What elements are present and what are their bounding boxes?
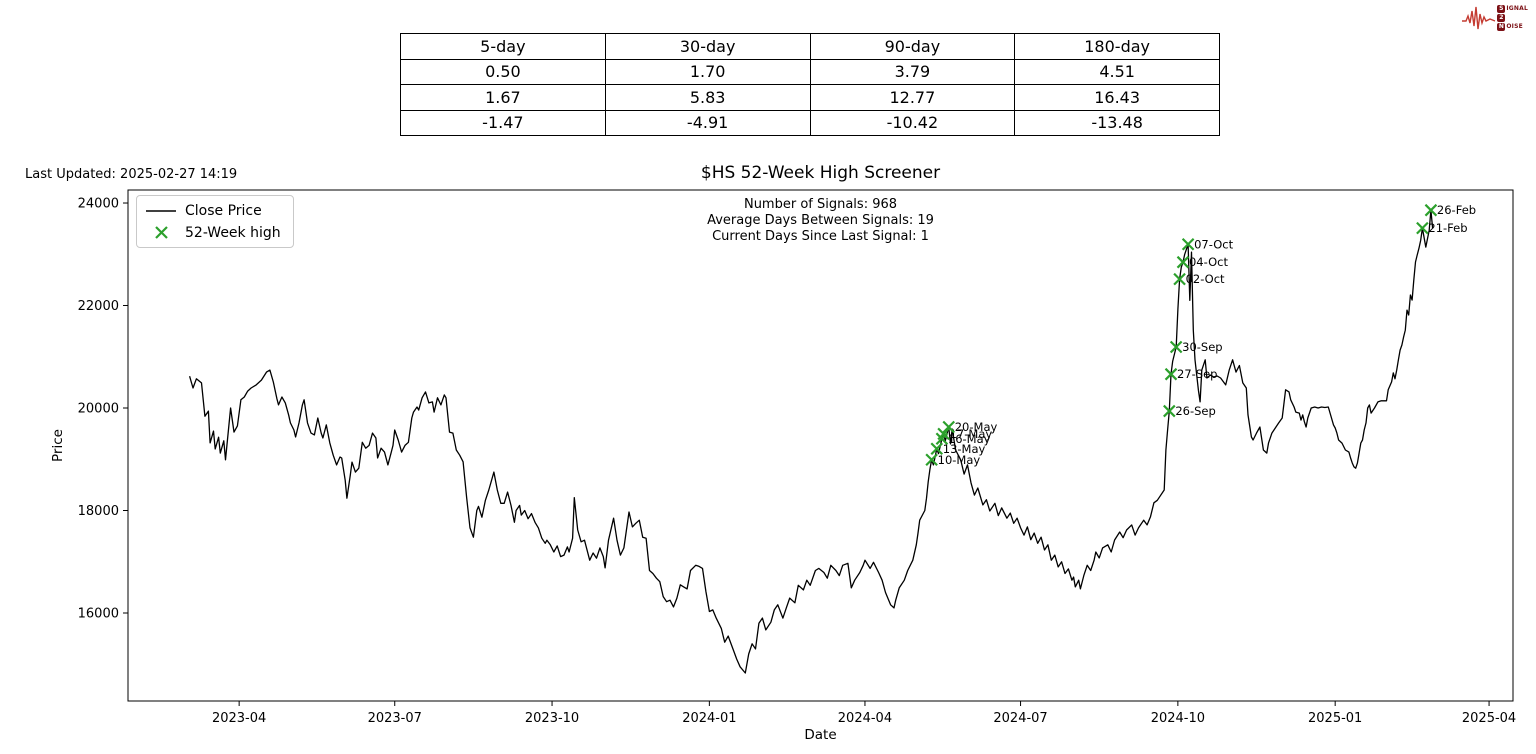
logo-badge-n: N [1497,23,1506,31]
table-header-cell: 90-day [809,33,1016,60]
x-tick-label: 2024-07 [993,711,1047,726]
table-header-cell: 5-day [400,33,606,60]
table-cell: 5.83 [604,84,811,111]
signal-x-marker [937,427,950,441]
x-tick-label: 2025-01 [1308,711,1362,726]
last-updated-label: Last Updated: 2025-02-27 14:19 [25,167,238,182]
signal-x-marker [1176,255,1190,269]
chart-title: $HS 52-Week High Screener [700,163,941,183]
stat-number-of-signals: Number of Signals: 968 [743,197,898,212]
signal-date-label: 26-Feb [1437,203,1476,217]
signal-date-label: 07-Oct [1194,237,1233,251]
stat-days-since-last: Current Days Since Last Signal: 1 [712,229,929,244]
stat-average-days: Average Days Between Signals: 19 [707,213,934,228]
legend-label-close-price: Close Price [185,202,262,219]
chart-stats: Number of Signals: 968 Average Days Betw… [128,197,1513,245]
logo-row-noise: N OISE [1497,23,1528,31]
logo-rest-signal: IGNAL [1506,5,1528,12]
table-cell: 0.50 [400,58,606,85]
legend-label-52-week-high: 52-Week high [185,224,281,241]
signal-x-marker [1169,340,1183,354]
signal-x-marker [1164,367,1178,381]
signal-x-marker [930,442,944,456]
logo-rest-noise: OISE [1506,23,1523,30]
logo-badge-2: 2 [1497,14,1506,22]
x-tick-label: 2024-10 [1151,711,1205,726]
table-cell: -1.47 [400,109,606,136]
close-price-line [188,209,1434,674]
table-cell: 3.79 [809,58,1016,85]
signal-x-marker [1424,203,1438,217]
table-header-row: 5-day 30-day 90-day 180-day [400,33,1220,60]
signal-date-label: 21-Feb [1428,221,1467,235]
signal-date-label: 30-Sep [1182,340,1222,354]
signal-x-marker [1416,221,1429,235]
logo-row-signal: S IGNAL [1497,5,1528,13]
table-cell: 4.51 [1014,58,1220,85]
signal-x-marker [1181,237,1195,251]
signal-x-marker [1163,404,1176,418]
signal2noise-logo: S IGNAL 2 N OISE [1462,4,1528,32]
plot-border [127,189,1514,702]
y-axis-label: Price [50,429,66,462]
table-header-cell: 30-day [604,33,811,60]
signal-x-marker [942,420,956,434]
legend-item-52-week-high: 52-Week high [146,223,281,242]
signal-x-marker [1173,272,1186,286]
waveform-icon [1462,6,1496,30]
table-row: 0.50 1.70 3.79 4.51 [400,58,1220,85]
logo-badge-s: S [1497,5,1506,13]
signal-date-label: 16-May [948,432,991,446]
signal-date-label: 27-Sep [1177,367,1217,381]
logo-text: S IGNAL 2 N OISE [1497,5,1528,31]
signal-date-label: 04-Oct [1189,255,1228,269]
x-marker-icon [146,225,176,240]
legend: Close Price 52-Week high [136,195,294,248]
y-tick-label: 24000 [78,197,119,212]
x-tick-label: 2024-04 [838,711,892,726]
signal-date-label: 26-Sep [1175,404,1215,418]
signal-date-label: 20-May [955,420,998,434]
x-tick-label: 2023-07 [368,711,422,726]
x-tick-label: 2023-10 [525,711,579,726]
x-tick-label: 2024-01 [682,711,736,726]
table-cell: -4.91 [604,109,811,136]
x-tick-label: 2023-04 [212,711,266,726]
logo-row-2: 2 [1497,14,1528,22]
table-cell: 1.67 [400,84,606,111]
x-tick-label: 2025-04 [1462,711,1516,726]
signal-date-label: 10-May [938,453,981,467]
table-cell: 1.70 [604,58,811,85]
x-axis-label: Date [804,727,836,743]
signal-x-marker [925,453,938,467]
returns-table: 5-day 30-day 90-day 180-day 0.50 1.70 3.79 4.51… [400,33,1220,136]
legend-item-close-price: Close Price [146,201,281,220]
y-tick-label: 16000 [78,607,119,622]
table-cell: 16.43 [1014,84,1220,111]
table-row: -1.47 -4.91 -10.42 -13.48 [400,109,1220,136]
signal-date-label: 17-May [950,427,993,441]
y-tick-label: 18000 [78,504,119,519]
table-row: 1.67 5.83 12.77 16.43 [400,84,1220,111]
y-tick-label: 22000 [78,299,119,314]
table-header-cell: 180-day [1014,33,1220,60]
line-sample-icon [146,209,176,213]
signal-date-label: 13-May [943,442,986,456]
table-cell: -10.42 [809,109,1016,136]
table-cell: 12.77 [809,84,1016,111]
signal-date-label: 02-Oct [1186,272,1225,286]
table-cell: -13.48 [1014,109,1220,136]
y-tick-label: 20000 [78,402,119,417]
